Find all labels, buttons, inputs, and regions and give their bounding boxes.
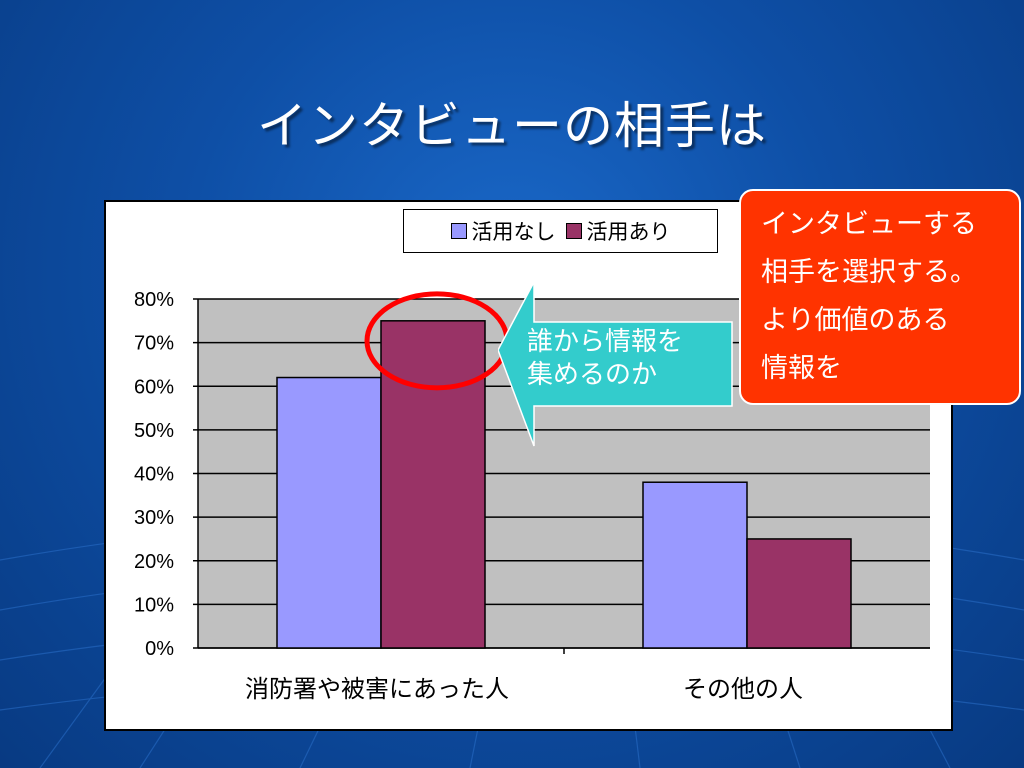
x-category-label: その他の人 <box>683 675 803 703</box>
y-tick-label: 60% <box>134 376 174 398</box>
legend-swatch-series-1 <box>450 223 467 239</box>
callout-text: 誰から情報を 集めるのか <box>527 327 684 390</box>
callout-arrow <box>498 281 733 447</box>
bar-2-2 <box>746 538 852 649</box>
x-category-label: 消防署や被害にあった人 <box>245 675 509 703</box>
y-tick-label: 0% <box>145 638 174 660</box>
y-tick-label: 70% <box>134 333 174 355</box>
legend-label-series-1: 活用なし <box>471 220 556 244</box>
legend-swatch-series-2 <box>565 223 582 239</box>
y-tick-label: 30% <box>134 507 174 529</box>
y-tick-label: 40% <box>134 464 174 486</box>
legend-item-series-2: 活用あり <box>565 216 671 246</box>
chart-legend: 活用なし 活用あり <box>403 209 718 253</box>
note-box: インタビューする 相手を選択する。 より価値のある 情報を <box>739 189 1021 405</box>
legend-item-series-1: 活用なし <box>450 216 556 246</box>
y-tick-label: 80% <box>134 289 174 311</box>
y-tick-label: 50% <box>134 420 174 442</box>
bar-2-1 <box>380 320 486 649</box>
slide-title: インタビューの相手は <box>257 97 767 155</box>
y-tick-label: 10% <box>134 594 174 616</box>
bar-1-2 <box>642 481 748 649</box>
callout-arrow-shape <box>498 281 733 447</box>
legend-label-series-2: 活用あり <box>586 220 671 244</box>
y-tick-label: 20% <box>134 551 174 573</box>
bar-1-1 <box>276 376 382 649</box>
